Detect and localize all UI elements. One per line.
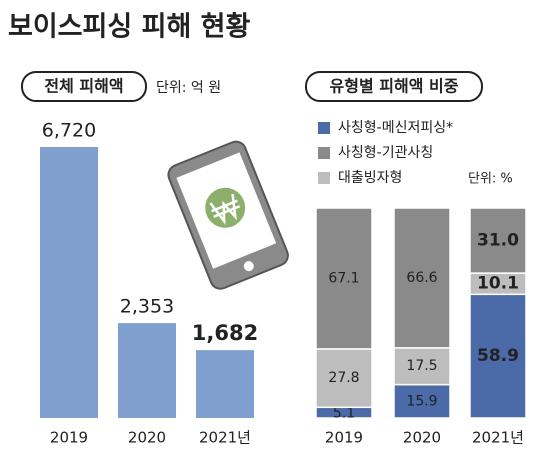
bar-segment — [469, 293, 527, 419]
phone-icon — [167, 140, 289, 290]
x-tick-label: 2021년 — [199, 429, 251, 447]
legend-swatch — [318, 122, 330, 134]
value-label: 6,720 — [42, 120, 96, 142]
panel-title-box — [305, 71, 483, 102]
unit-label: 단위: % — [468, 172, 513, 187]
bar-segment — [393, 207, 451, 349]
value-label: 15.9 — [406, 393, 437, 409]
value-label: 31.0 — [477, 231, 519, 251]
bar-segment — [469, 207, 527, 274]
value-label: 5.1 — [333, 406, 355, 422]
x-tick-label: 2020 — [128, 429, 166, 447]
legend-label: 사칭형-메신저피싱* — [338, 120, 453, 136]
value-label: 67.1 — [328, 270, 359, 286]
x-tick-label: 2020 — [403, 429, 441, 447]
bar — [196, 350, 254, 418]
value-label: 17.5 — [406, 358, 437, 374]
x-tick-label: 2019 — [50, 429, 88, 447]
value-label: 27.8 — [328, 370, 359, 386]
x-tick-label: 2021년 — [472, 429, 524, 447]
bar-segment — [393, 347, 451, 386]
value-label: 10.1 — [477, 274, 519, 294]
unit-label: 단위: 억 원 — [156, 80, 221, 96]
bar — [40, 147, 98, 418]
legend-label: 사칭형-기관사칭 — [338, 145, 433, 161]
legend-label: 대출빙자형 — [338, 170, 402, 186]
value-label: 1,682 — [192, 321, 258, 345]
value-label: 2,353 — [120, 296, 174, 318]
legend-swatch — [318, 172, 330, 184]
value-label: 58.9 — [477, 346, 519, 366]
x-tick-label: 2019 — [325, 429, 363, 447]
bar — [118, 323, 176, 418]
page-title: 보이스피싱 피해 현황 — [8, 12, 251, 43]
value-label: 66.6 — [406, 270, 437, 286]
bar-segment — [315, 207, 373, 350]
panel-title: 전체 피해액 — [44, 77, 123, 96]
panel-title: 유형별 피해액 비중 — [330, 77, 459, 96]
bar-segment — [393, 383, 451, 419]
panel-title-box — [21, 71, 147, 102]
legend-swatch — [318, 147, 330, 159]
